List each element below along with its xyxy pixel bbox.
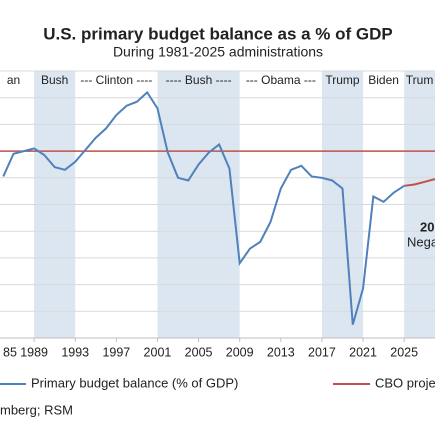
period-label: ---- Bush ----	[166, 73, 232, 87]
x-tick-label: 1997	[102, 345, 130, 359]
x-tick-label: 2005	[185, 345, 213, 359]
period-label: Trum	[406, 73, 434, 87]
period-label: Bush	[41, 73, 68, 87]
series-line	[404, 178, 435, 187]
x-tick-label: 1993	[61, 345, 89, 359]
annotation: 20	[420, 219, 434, 234]
legend-label: Primary budget balance (% of GDP)	[31, 375, 238, 390]
annotation: Nega	[407, 234, 435, 249]
x-tick-label: 2021	[349, 345, 377, 359]
period-label: --- Clinton ----	[80, 73, 152, 87]
x-tick-label: 2013	[267, 345, 295, 359]
chart-subtitle: During 1981-2025 administrations	[113, 44, 323, 60]
period-label: Trump	[325, 73, 360, 87]
period-label: --- Obama ---	[246, 73, 316, 87]
source: mberg; RSM	[0, 402, 73, 417]
x-tick-label: 85	[3, 345, 17, 359]
legend-label: CBO proje	[375, 375, 435, 390]
x-tick-label: 2017	[308, 345, 336, 359]
x-tick-label: 2001	[144, 345, 172, 359]
x-tick-label: 2025	[390, 345, 418, 359]
series-line	[2, 90, 405, 325]
chart-title: U.S. primary budget balance as a % of GD…	[43, 24, 393, 43]
period-label: Biden	[368, 73, 399, 87]
x-tick-label: 2009	[226, 345, 254, 359]
x-tick-label: 1989	[20, 345, 48, 359]
period-label: an	[7, 73, 20, 87]
